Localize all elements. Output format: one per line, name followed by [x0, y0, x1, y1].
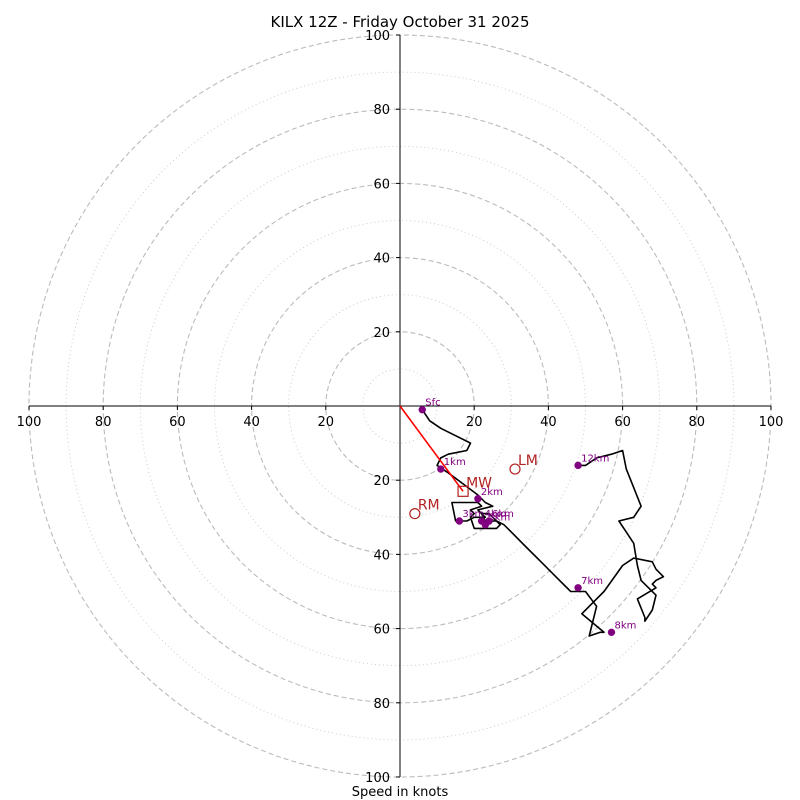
height-label-1km: 1km [444, 457, 466, 468]
height-point-3km [455, 517, 464, 525]
y-tick-label: 20 [373, 326, 390, 341]
storm-marker-rm [409, 507, 421, 520]
height-label-12km: 12km [581, 453, 609, 464]
height-label-6km: 6km [492, 509, 514, 520]
y-tick-label: 80 [373, 103, 390, 118]
x-tick-label: 60 [169, 415, 186, 430]
storm-marker-lm [509, 463, 521, 475]
storm-label-mw: MW [466, 475, 492, 491]
y-tick-label: 80 [373, 697, 390, 712]
x-tick-label: 60 [614, 415, 631, 430]
x-tick-label: 80 [689, 415, 706, 430]
hodograph-trace [421, 409, 665, 637]
height-label-3km: 3km [462, 509, 484, 520]
y-tick-label: 40 [373, 548, 390, 563]
height-label-sfc: Sfc [425, 398, 440, 409]
height-label-4km: 4km [485, 509, 507, 520]
x-tick-label: 40 [540, 415, 557, 430]
y-tick-label: 100 [365, 29, 390, 44]
height-point-12km [574, 461, 582, 470]
height-point-7km [574, 584, 582, 592]
height-label-5km: 5km [488, 513, 510, 524]
x-tick-label: 20 [466, 415, 483, 430]
storm-motion-group: LM MW RM [399, 405, 538, 520]
y-tick-label: 100 [365, 771, 390, 786]
x-tick-label: 40 [243, 415, 260, 430]
x-axis-label: Speed in knots [352, 785, 449, 800]
y-tick-label: 60 [373, 623, 390, 638]
x-tick-label: 100 [759, 415, 784, 430]
storm-marker-mw [457, 485, 469, 497]
height-label-2km: 2km [481, 487, 503, 498]
tick-labels: 100 80 60 40 20 20 40 60 80 100 20 20 40 40 60 60 80 80 10… [17, 29, 784, 786]
height-point-6km [485, 517, 493, 525]
height-point-2km [474, 495, 482, 503]
hodograph-trace-group [421, 409, 665, 637]
height-point-sfc [418, 406, 426, 414]
chart-title: KILX 12Z - Friday October 31 2025 [270, 13, 529, 31]
height-point-8km [607, 628, 616, 637]
x-tick-label: 80 [95, 415, 112, 430]
y-tick-label: 40 [373, 252, 390, 267]
storm-label-rm: RM [418, 498, 440, 514]
y-tick-label: 20 [373, 474, 390, 489]
y-tick-label: 60 [373, 177, 390, 192]
height-label-8km: 8km [614, 620, 636, 631]
storm-label-lm: LM [518, 453, 538, 469]
height-label-7km: 7km [581, 576, 603, 587]
mean-wind-vector [399, 405, 464, 492]
x-tick-label: 100 [17, 415, 42, 430]
height-point-1km [437, 465, 445, 473]
x-tick-label: 20 [318, 415, 335, 430]
